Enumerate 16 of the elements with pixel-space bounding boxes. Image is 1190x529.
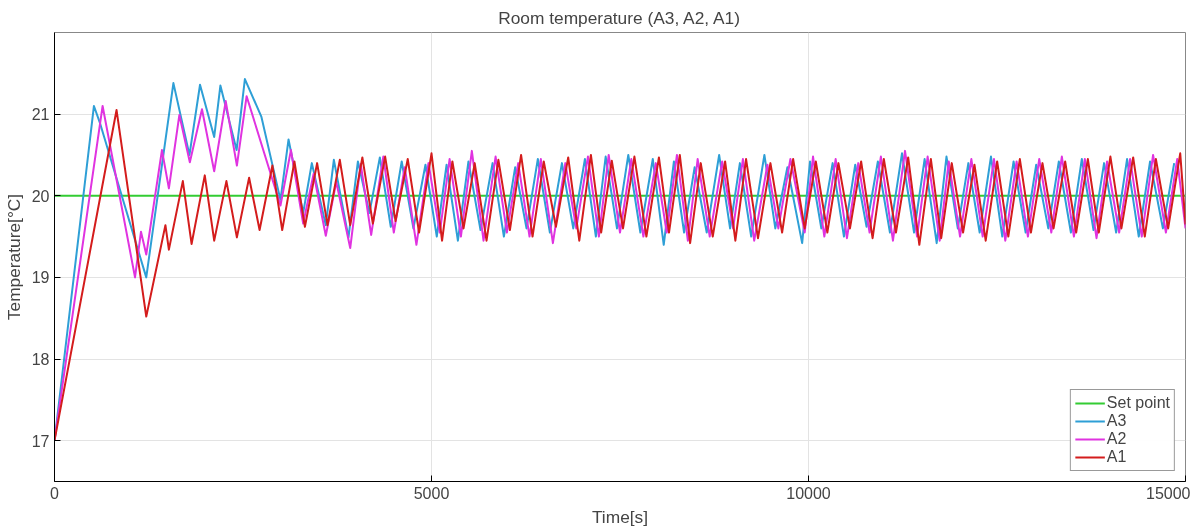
x-tick-label: 5000	[413, 484, 450, 502]
x-tick-label: 15000	[1146, 484, 1190, 502]
x-axis-title: Time[s]	[591, 506, 649, 527]
y-tick-label: 21	[31, 106, 50, 124]
y-axis-title: Temperature[°C]	[3, 193, 24, 321]
y-tick-label: 17	[31, 432, 50, 450]
legend-label: Set point	[1106, 394, 1170, 412]
y-tick-label: 18	[31, 351, 50, 369]
legend-label: A1	[1106, 448, 1127, 466]
x-tick-label: 0	[50, 484, 60, 502]
y-tick-label: 20	[31, 187, 50, 205]
chart-title: Room temperature (A3, A2, A1)	[498, 7, 740, 28]
y-tick-label: 19	[31, 269, 50, 287]
legend-label: A3	[1106, 412, 1127, 430]
legend-label: A2	[1106, 430, 1127, 448]
x-tick-label: 10000	[786, 484, 831, 502]
